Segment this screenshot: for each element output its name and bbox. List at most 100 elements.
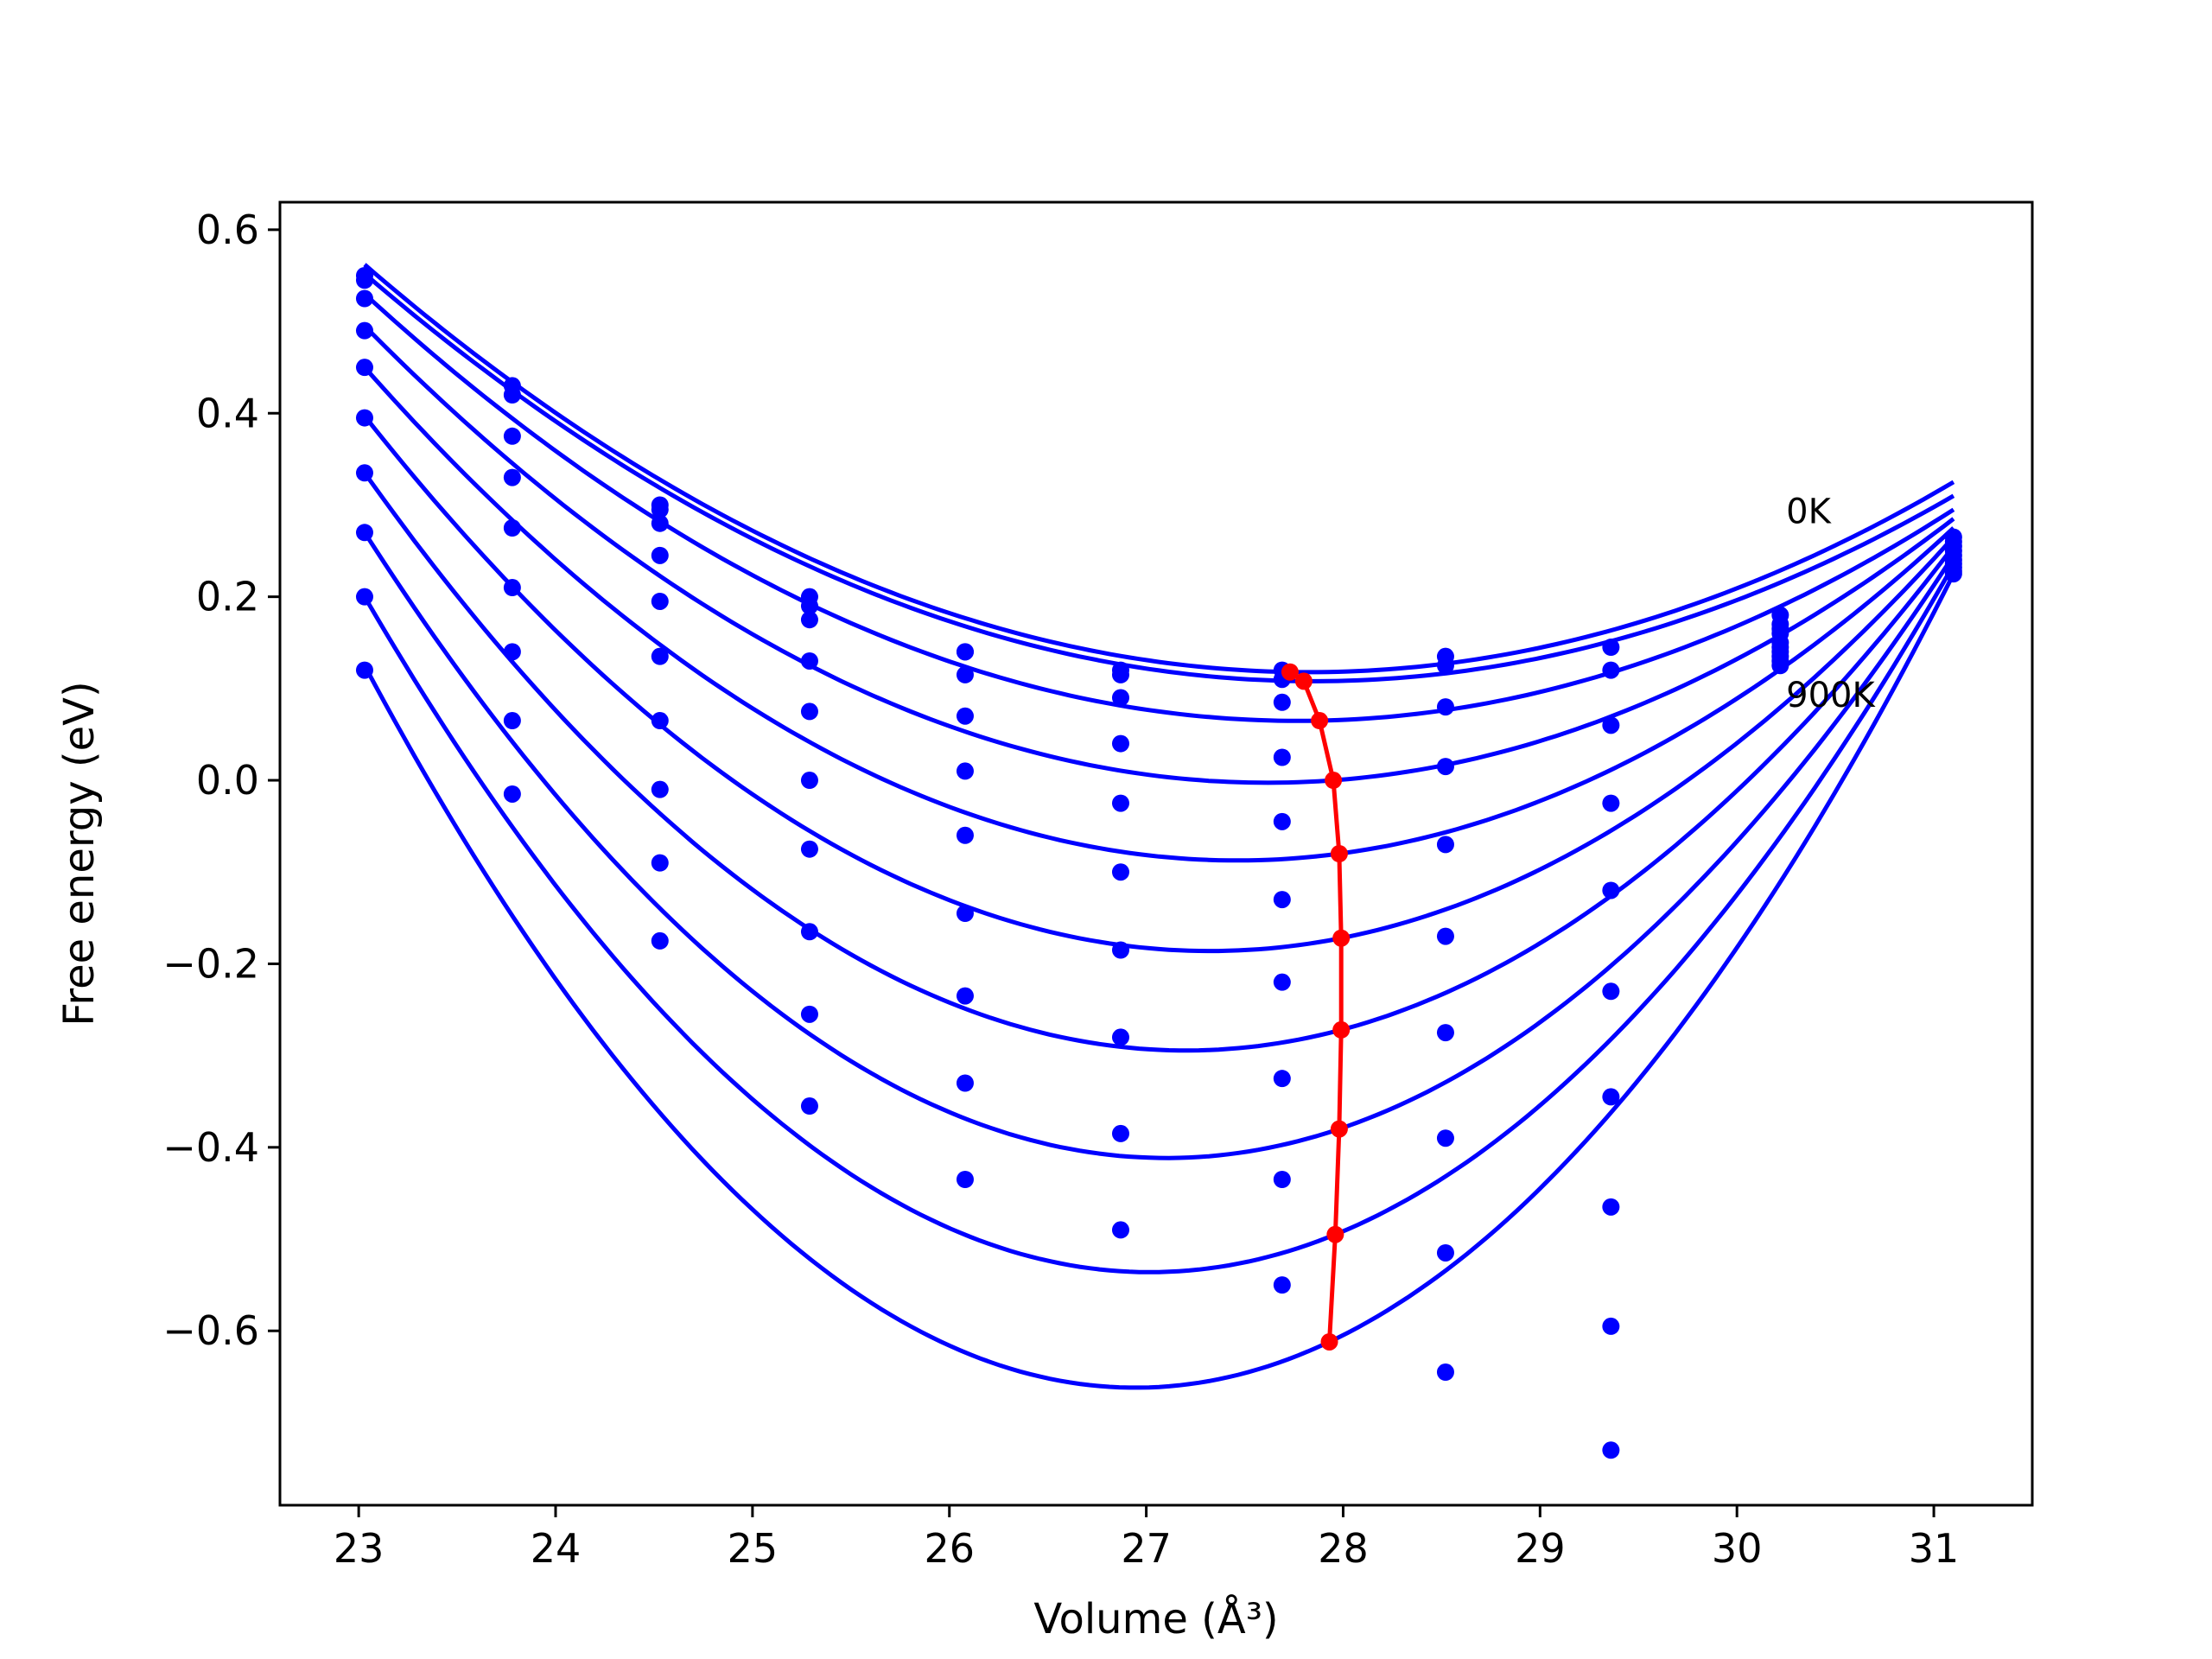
data-point bbox=[1273, 1070, 1291, 1088]
annotation-label: 900K bbox=[1786, 676, 1876, 715]
minimum-point bbox=[1330, 1120, 1348, 1138]
data-point bbox=[1111, 689, 1129, 707]
data-point bbox=[1111, 1028, 1129, 1046]
data-point bbox=[800, 702, 818, 721]
data-point bbox=[1436, 1243, 1454, 1262]
data-point bbox=[651, 514, 669, 532]
data-point bbox=[503, 468, 521, 486]
fit-curve-0 bbox=[363, 263, 1955, 675]
x-tick-label: 27 bbox=[1121, 1525, 1172, 1572]
minimum-point bbox=[1320, 1332, 1338, 1351]
y-tick-label: 0.0 bbox=[196, 757, 259, 804]
data-point bbox=[1111, 1124, 1129, 1142]
x-tick-label: 28 bbox=[1318, 1525, 1369, 1572]
y-axis-label: Free energy (eV) bbox=[55, 681, 104, 1026]
data-point bbox=[956, 826, 974, 844]
data-point bbox=[1111, 1221, 1129, 1239]
data-point bbox=[1602, 639, 1620, 657]
minima-line bbox=[1281, 663, 1351, 1351]
fit-curve-2 bbox=[363, 292, 1955, 723]
minimum-point bbox=[1294, 672, 1313, 690]
data-point bbox=[1436, 657, 1454, 675]
data-point bbox=[355, 661, 373, 679]
data-point bbox=[800, 1005, 818, 1023]
data-point bbox=[651, 780, 669, 798]
data-point bbox=[355, 464, 373, 482]
data-point bbox=[956, 707, 974, 725]
data-point bbox=[503, 785, 521, 803]
minimum-point bbox=[1332, 929, 1351, 947]
annotations: 0K 900K bbox=[1786, 493, 1876, 715]
data-point bbox=[956, 643, 974, 661]
data-point bbox=[1436, 927, 1454, 945]
y-axis: 0.6 0.4 0.2 0.0 −0.2 −0.4 −0.6 bbox=[162, 207, 280, 1354]
fit-curve-7 bbox=[362, 531, 1955, 1160]
x-tick-label: 25 bbox=[728, 1525, 779, 1572]
data-point bbox=[1602, 881, 1620, 899]
data-point bbox=[1602, 982, 1620, 1001]
data-point bbox=[1273, 1171, 1291, 1188]
data-point bbox=[1602, 716, 1620, 734]
fit-curve-9 bbox=[362, 572, 1956, 1390]
data-point bbox=[1111, 863, 1129, 881]
x-tick-label: 24 bbox=[531, 1525, 582, 1572]
fit-curves bbox=[362, 263, 1956, 1390]
data-point bbox=[651, 647, 669, 665]
data-point bbox=[1111, 734, 1129, 753]
data-point bbox=[800, 772, 818, 790]
data-point bbox=[503, 519, 521, 537]
minimum-point bbox=[1326, 1225, 1344, 1243]
data-point bbox=[1111, 794, 1129, 812]
minimum-point bbox=[1281, 663, 1299, 681]
data-point bbox=[956, 665, 974, 683]
minimum-point bbox=[1330, 845, 1348, 862]
data-point bbox=[503, 427, 521, 445]
data-point bbox=[1273, 1276, 1291, 1294]
data-point bbox=[1273, 812, 1291, 830]
data-point bbox=[503, 712, 521, 730]
fit-curve-1 bbox=[363, 271, 1955, 683]
fit-curve-4 bbox=[363, 365, 1955, 863]
data-point bbox=[1602, 1088, 1620, 1106]
data-point bbox=[800, 840, 818, 858]
minima-path bbox=[1288, 670, 1344, 1343]
data-point bbox=[355, 588, 373, 606]
y-tick-label: 0.2 bbox=[196, 574, 259, 620]
data-point bbox=[956, 762, 974, 780]
axes-frame bbox=[278, 200, 2034, 1507]
plot-area: 0K 900K bbox=[278, 200, 2034, 1507]
fit-curve-3 bbox=[363, 324, 1955, 785]
fit-curve-8 bbox=[362, 563, 1956, 1274]
fit-curve-6 bbox=[362, 471, 1955, 1053]
data-point bbox=[651, 931, 669, 950]
data-point bbox=[1273, 891, 1291, 909]
data-point bbox=[651, 592, 669, 610]
y-tick-label: −0.4 bbox=[162, 1124, 259, 1171]
y-tick-label: −0.6 bbox=[162, 1307, 259, 1354]
data-point bbox=[1602, 1441, 1620, 1459]
data-point bbox=[1771, 657, 1789, 675]
y-tick-label: −0.2 bbox=[162, 940, 259, 987]
data-point bbox=[355, 289, 373, 308]
data-point bbox=[1273, 973, 1291, 991]
y-tick-label: 0.4 bbox=[196, 390, 259, 436]
data-point bbox=[355, 359, 373, 377]
data-point bbox=[800, 652, 818, 670]
data-point bbox=[800, 611, 818, 629]
x-tick-label: 31 bbox=[1909, 1525, 1960, 1572]
data-point bbox=[651, 500, 669, 518]
data-point bbox=[1436, 1129, 1454, 1147]
data-point bbox=[355, 409, 373, 427]
data-point bbox=[1436, 698, 1454, 716]
data-point bbox=[651, 546, 669, 564]
data-point bbox=[503, 643, 521, 661]
data-point bbox=[1273, 693, 1291, 711]
x-axis-label: Volume (Å³) bbox=[1033, 1594, 1278, 1643]
data-point bbox=[1436, 1363, 1454, 1382]
data-point bbox=[1436, 836, 1454, 854]
data-point bbox=[355, 321, 373, 340]
data-point bbox=[1436, 758, 1454, 776]
x-tick-label: 26 bbox=[924, 1525, 975, 1572]
